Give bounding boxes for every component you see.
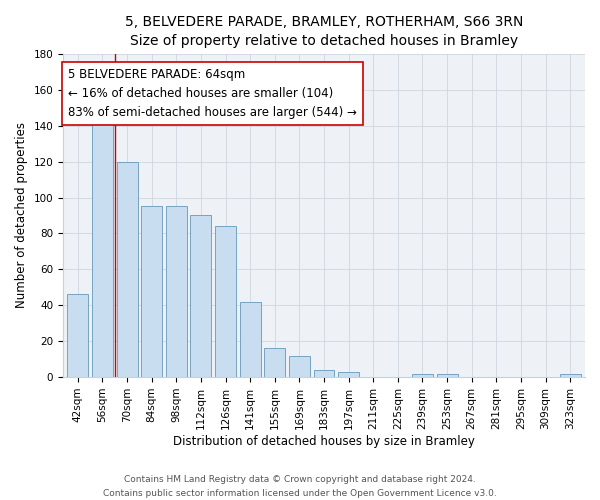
Bar — [314, 370, 334, 377]
Text: Contains HM Land Registry data © Crown copyright and database right 2024.
Contai: Contains HM Land Registry data © Crown c… — [103, 476, 497, 498]
Bar — [67, 294, 88, 377]
Bar — [116, 162, 137, 377]
Bar — [239, 302, 260, 377]
Bar — [265, 348, 285, 377]
Bar — [92, 116, 113, 377]
Bar — [215, 226, 236, 377]
Title: 5, BELVEDERE PARADE, BRAMLEY, ROTHERHAM, S66 3RN
Size of property relative to de: 5, BELVEDERE PARADE, BRAMLEY, ROTHERHAM,… — [125, 15, 523, 48]
Y-axis label: Number of detached properties: Number of detached properties — [15, 122, 28, 308]
Bar — [166, 206, 187, 377]
Bar — [141, 206, 162, 377]
Bar — [560, 374, 581, 377]
Bar — [437, 374, 458, 377]
Bar — [289, 356, 310, 377]
Bar — [190, 216, 211, 377]
X-axis label: Distribution of detached houses by size in Bramley: Distribution of detached houses by size … — [173, 434, 475, 448]
Text: 5 BELVEDERE PARADE: 64sqm
← 16% of detached houses are smaller (104)
83% of semi: 5 BELVEDERE PARADE: 64sqm ← 16% of detac… — [68, 68, 357, 119]
Bar — [338, 372, 359, 377]
Bar — [412, 374, 433, 377]
